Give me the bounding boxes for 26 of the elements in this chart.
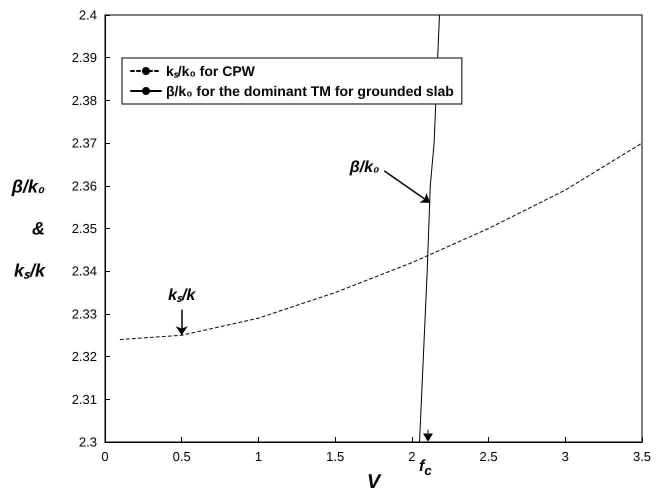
text: β/k₀ & kₛ/k	[12, 176, 45, 280]
y-tick-label: 2.3	[78, 434, 97, 450]
x-tick-label: 3.5	[632, 449, 652, 464]
x-tick-label: 1.5	[326, 449, 344, 464]
legend-label: β/k₀ for the dominant TM for grounded slab	[166, 83, 454, 99]
x-tick-label: 3	[562, 449, 569, 464]
x-tick-label: 0.5	[172, 449, 191, 464]
y-tick-label: 2.38	[72, 92, 97, 108]
text: f$_{c}$	[419, 458, 432, 478]
y-tick-label: 2.35	[72, 221, 97, 236]
y-tick-label: 2.37	[72, 136, 97, 151]
y-tick-label: 2.39	[72, 50, 97, 66]
y-tick-label: 2.32	[72, 349, 97, 364]
annotation: β/k₀	[348, 158, 380, 176]
x-tick-label: 0	[101, 449, 109, 464]
x-tick-label: 1	[254, 449, 262, 464]
x-tick-label: 2.5	[480, 449, 498, 464]
x-axis-title: V	[366, 471, 382, 493]
y-tick-label: 2.34	[72, 264, 97, 279]
y-tick-label: 2.36	[72, 178, 97, 194]
x-tick-label: 2	[408, 449, 416, 464]
y-tick-label: 2.33	[72, 306, 97, 322]
annotation: kₛ/k	[168, 287, 196, 304]
y-tick-label: 2.4	[78, 8, 97, 22]
legend-label: kₛ/k₀ for CPW	[166, 63, 256, 79]
y-tick-label: 2.31	[72, 392, 97, 407]
